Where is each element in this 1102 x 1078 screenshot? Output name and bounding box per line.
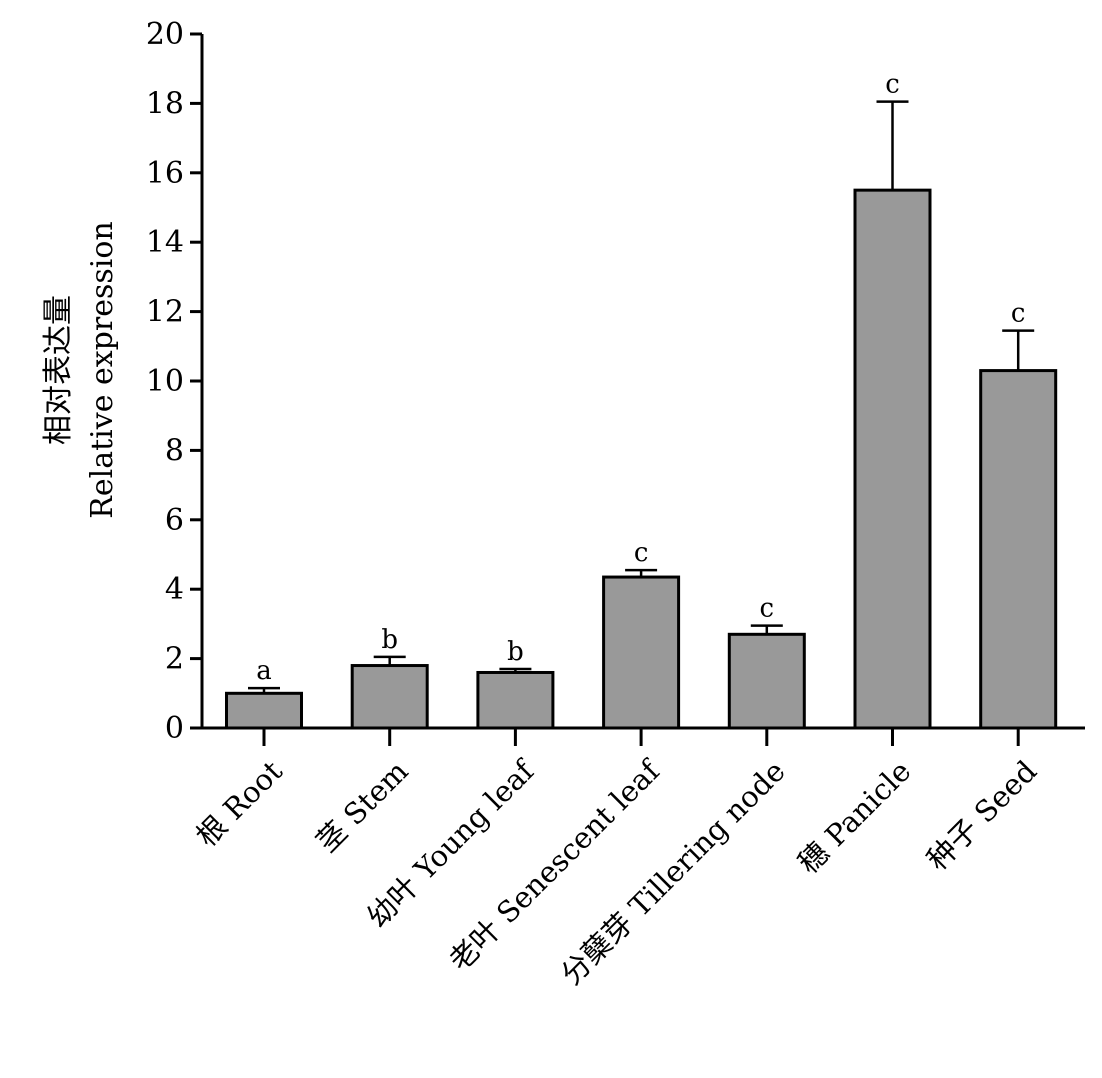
bar bbox=[979, 369, 1058, 730]
y-tick-label: 18 bbox=[146, 86, 184, 121]
y-tick-label: 0 bbox=[165, 711, 184, 746]
significance-label: a bbox=[256, 656, 272, 686]
x-tick-label: 分蘖芽 Tillering node bbox=[554, 754, 792, 992]
significance-label: c bbox=[885, 70, 900, 100]
significance-label: b bbox=[507, 637, 524, 667]
x-tick-label: 种子 Seed bbox=[920, 754, 1043, 877]
y-tick-label: 6 bbox=[165, 503, 184, 538]
y-ticks: 0 2 4 6 8 10 12 14 16 18 20 bbox=[146, 17, 202, 746]
significance-label: c bbox=[1011, 299, 1026, 329]
y-tick-label: 2 bbox=[165, 642, 184, 677]
bar bbox=[225, 691, 303, 730]
x-tick-label: 茎 Stem bbox=[310, 754, 415, 859]
significance-label: c bbox=[634, 538, 649, 568]
y-tick-label: 8 bbox=[165, 433, 184, 468]
y-tick-label: 20 bbox=[146, 17, 184, 52]
y-axis-label-english: Relative expression bbox=[85, 221, 120, 518]
y-tick-label: 12 bbox=[146, 295, 184, 330]
x-tick-label: 根 Root bbox=[190, 754, 290, 854]
x-tick-label: 老叶 Senescent leaf bbox=[442, 752, 667, 977]
bar bbox=[476, 670, 555, 730]
y-axis-label: 相对表达量 Relative expression bbox=[41, 221, 120, 518]
significance-label: b bbox=[381, 625, 398, 655]
y-tick-label: 10 bbox=[146, 364, 184, 399]
bar bbox=[727, 632, 806, 730]
y-tick-label: 16 bbox=[146, 156, 184, 191]
y-axis-label-chinese: 相对表达量 bbox=[41, 295, 76, 445]
bar bbox=[350, 664, 429, 730]
significance-label: c bbox=[760, 594, 775, 624]
bars: a b b c c c c bbox=[225, 70, 1058, 730]
y-tick-label: 14 bbox=[146, 225, 184, 260]
bar bbox=[602, 575, 681, 730]
x-tick-label: 穗 Panicle bbox=[791, 754, 917, 880]
bar bbox=[853, 188, 932, 730]
y-tick-label: 4 bbox=[165, 572, 184, 607]
